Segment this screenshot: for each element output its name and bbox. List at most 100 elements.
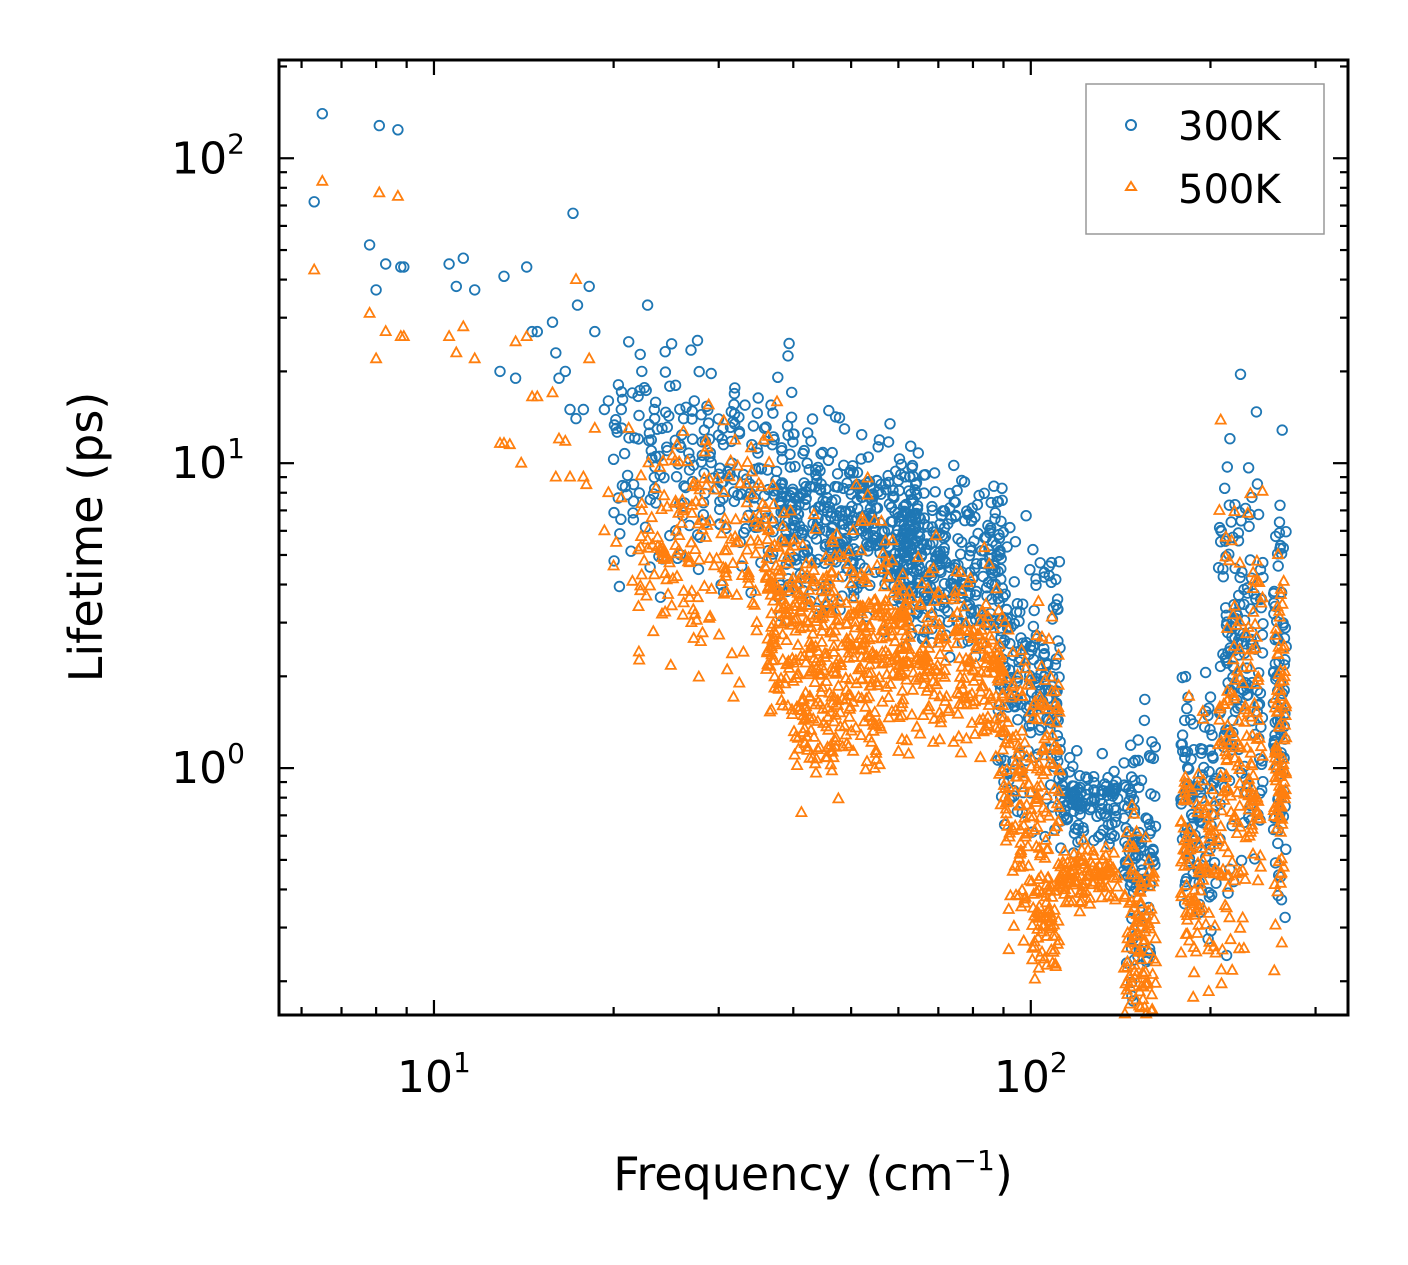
data-point-500k xyxy=(1031,594,1045,606)
data-point-300k xyxy=(1039,830,1051,843)
data-point-500k xyxy=(669,493,683,506)
data-point-300k xyxy=(1020,636,1033,649)
data-point-500k xyxy=(1118,890,1132,902)
data-point-500k xyxy=(770,394,784,407)
data-point-500k xyxy=(1241,797,1256,810)
data-point-300k xyxy=(1038,649,1050,661)
data-point-500k xyxy=(827,629,841,642)
data-point-500k xyxy=(1143,921,1157,934)
data-point-500k xyxy=(1050,819,1064,832)
data-point-300k xyxy=(686,433,699,445)
data-point-500k xyxy=(1028,934,1042,947)
data-point-500k xyxy=(1127,806,1141,819)
data-point-500k xyxy=(725,646,739,659)
data-point-500k xyxy=(1132,943,1146,956)
data-point-300k xyxy=(910,477,923,489)
data-point-500k xyxy=(1180,792,1194,805)
data-point-500k xyxy=(1057,844,1071,856)
data-point-500k xyxy=(588,421,602,433)
data-point-500k xyxy=(1225,533,1239,546)
data-point-300k xyxy=(776,453,789,466)
data-point-500k xyxy=(1038,698,1052,711)
data-point-500k xyxy=(992,603,1006,616)
data-point-500k xyxy=(938,670,952,682)
data-point-300k xyxy=(1108,830,1121,842)
data-point-500k xyxy=(697,579,711,591)
data-point-500k xyxy=(800,739,814,752)
data-point-500k xyxy=(1179,905,1193,918)
data-point-300k xyxy=(1179,670,1192,683)
data-point-500k xyxy=(790,699,804,712)
data-point-500k xyxy=(646,624,660,637)
data-point-300k xyxy=(1110,810,1122,823)
data-point-500k xyxy=(1199,917,1213,929)
data-point-500k xyxy=(860,754,874,767)
data-point-500k xyxy=(1006,730,1020,743)
data-point-500k xyxy=(1051,647,1066,660)
data-point-300k xyxy=(772,371,784,384)
data-point-500k xyxy=(1132,998,1146,1011)
data-point-500k xyxy=(1078,857,1092,869)
data-point-500k xyxy=(745,464,759,477)
data-point-300k xyxy=(747,420,760,432)
data-point-500k xyxy=(842,645,856,658)
data-point-500k xyxy=(722,469,736,482)
data-point-500k xyxy=(979,722,994,735)
data-point-300k xyxy=(1033,724,1046,736)
data-point-300k xyxy=(1203,891,1216,903)
data-point-500k xyxy=(704,582,719,594)
data-point-500k xyxy=(761,523,775,536)
data-point-500k xyxy=(1251,670,1265,682)
data-point-500k xyxy=(1038,748,1052,761)
data-point-500k xyxy=(1194,841,1208,853)
data-point-500k xyxy=(635,503,649,515)
data-point-500k xyxy=(791,741,806,754)
data-point-300k xyxy=(906,528,918,540)
data-point-300k xyxy=(1199,666,1212,679)
data-point-500k xyxy=(1236,676,1250,688)
data-point-300k xyxy=(1132,734,1144,746)
data-point-500k xyxy=(1274,866,1288,879)
data-point-500k xyxy=(1220,747,1234,760)
data-point-300k xyxy=(1084,803,1096,816)
data-point-500k xyxy=(826,695,840,708)
data-point-500k xyxy=(1030,884,1044,897)
data-point-500k xyxy=(1018,895,1032,908)
data-point-500k xyxy=(1277,574,1291,586)
data-point-500k xyxy=(1274,762,1288,775)
data-point-300k xyxy=(900,522,912,534)
data-point-300k xyxy=(1220,609,1233,622)
data-point-500k xyxy=(1237,786,1251,799)
data-point-300k xyxy=(675,441,687,454)
data-point-500k xyxy=(975,622,989,635)
data-point-500k xyxy=(982,698,996,710)
data-point-500k xyxy=(796,538,810,550)
data-point-500k xyxy=(788,747,802,760)
data-point-500k xyxy=(1244,824,1258,837)
data-point-500k xyxy=(668,453,682,466)
data-point-500k xyxy=(1196,711,1210,724)
data-point-500k xyxy=(1223,932,1238,945)
data-point-500k xyxy=(797,692,811,704)
data-point-300k xyxy=(1074,770,1086,782)
data-point-500k xyxy=(1233,798,1247,811)
data-point-500k xyxy=(790,758,804,770)
data-point-500k xyxy=(751,533,765,546)
data-point-300k xyxy=(926,500,938,513)
data-point-500k xyxy=(806,578,820,591)
data-point-500k xyxy=(1131,890,1145,902)
data-point-500k xyxy=(781,550,795,562)
data-point-300k xyxy=(1179,751,1191,764)
data-point-300k xyxy=(856,429,868,441)
data-point-500k xyxy=(372,185,386,198)
data-point-300k xyxy=(798,549,810,561)
data-point-500k xyxy=(810,661,824,673)
data-point-500k xyxy=(1204,823,1218,835)
data-point-300k xyxy=(704,451,716,463)
data-point-500k xyxy=(840,617,854,629)
data-point-500k xyxy=(989,581,1004,594)
legend-marker-500k xyxy=(1124,180,1138,191)
data-point-500k xyxy=(684,535,698,548)
data-point-500k xyxy=(996,724,1010,736)
data-point-500k xyxy=(1253,811,1267,824)
